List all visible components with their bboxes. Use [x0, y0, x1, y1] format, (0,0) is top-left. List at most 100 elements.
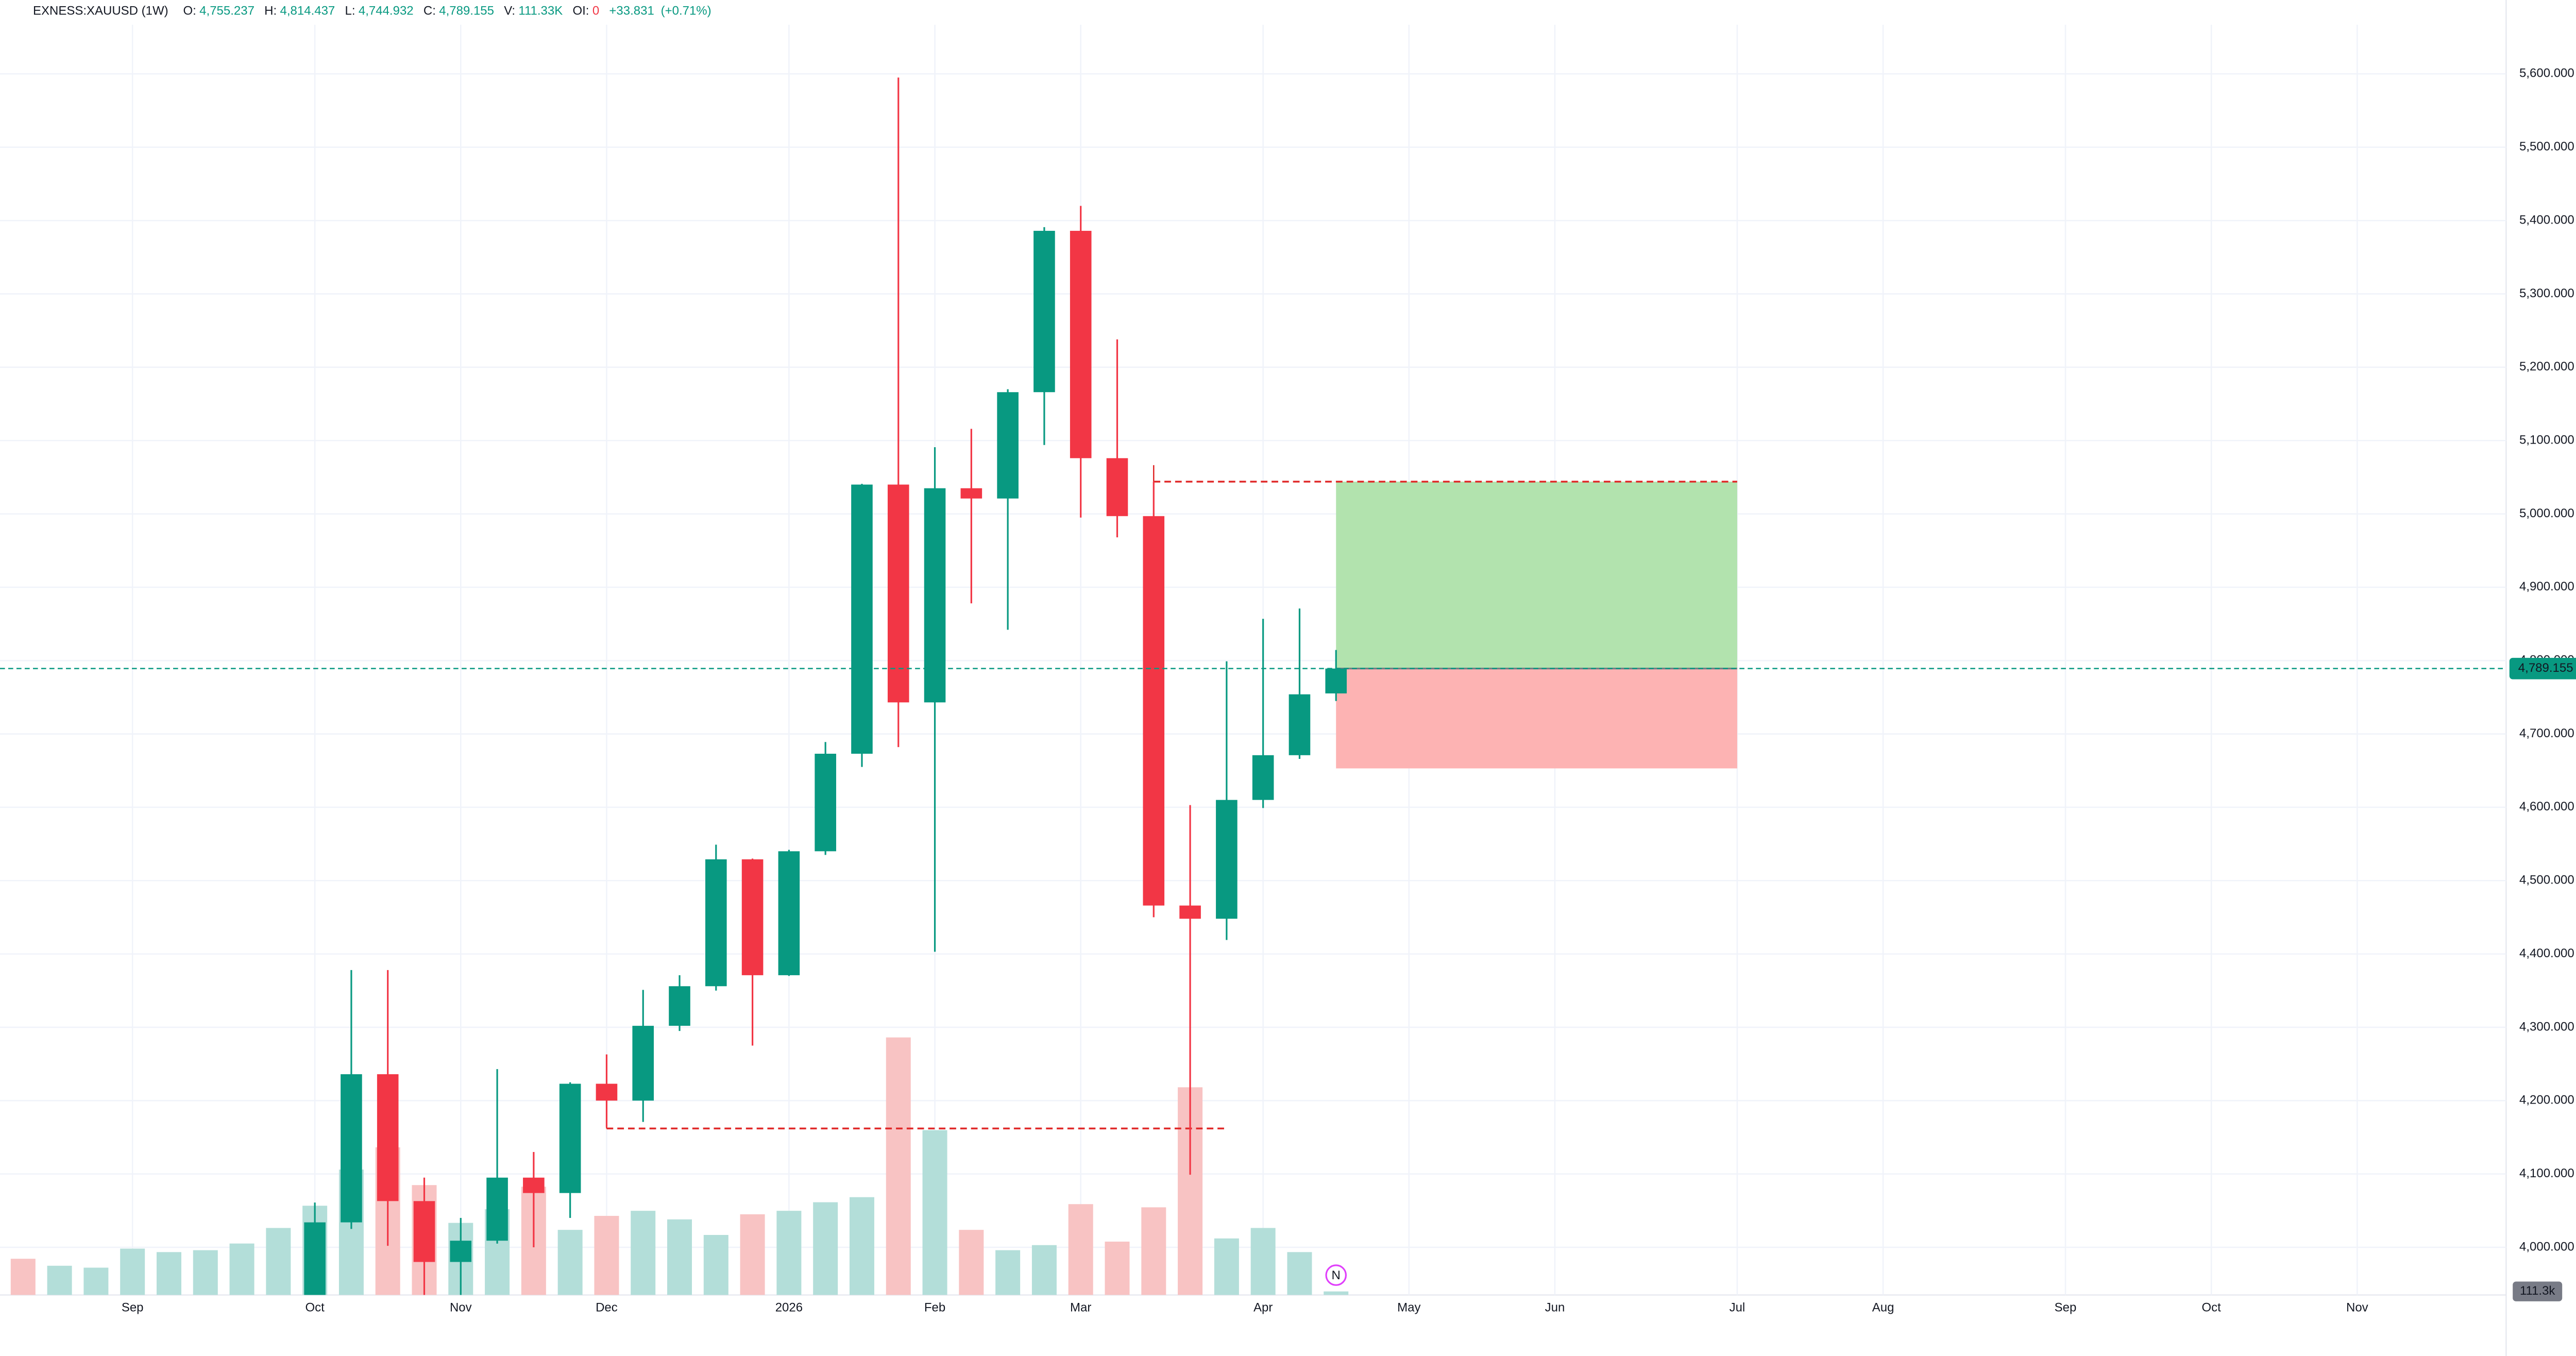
- volume-bar: [1324, 1291, 1349, 1295]
- volume-bar: [156, 1252, 181, 1295]
- x-tick-label: Dec: [596, 1300, 618, 1314]
- x-tick-label: Mar: [1070, 1300, 1091, 1314]
- x-tick-label: Apr: [1253, 1300, 1273, 1314]
- candle-body: [1143, 516, 1165, 906]
- y-tick-label: 4,700.000: [2519, 726, 2574, 740]
- volume-bar: [10, 1259, 36, 1295]
- candle-body: [559, 1083, 581, 1193]
- volume-bar: [557, 1230, 583, 1295]
- candle-body: [669, 986, 690, 1026]
- legend: EXNESS:XAUUSD (1W) O: 4,755.237 H: 4,814.437…: [33, 4, 711, 18]
- y-tick-label: 4,600.000: [2519, 800, 2574, 813]
- candle-body: [1289, 694, 1311, 755]
- candle-body: [450, 1241, 472, 1262]
- x-tick-label: Nov: [2346, 1300, 2368, 1314]
- symbol: EXNESS:XAUUSD (1W): [33, 4, 168, 18]
- x-tick-label: Oct: [2202, 1300, 2222, 1314]
- y-tick-label: 5,200.000: [2519, 360, 2574, 374]
- x-tick-label: Nov: [450, 1300, 472, 1314]
- y-tick-label: 4,000.000: [2519, 1240, 2574, 1253]
- legend-change: +33.831: [609, 4, 654, 18]
- candle-body: [1033, 231, 1055, 393]
- volume-bar: [959, 1230, 984, 1295]
- candle-body: [596, 1083, 618, 1101]
- volume-bar: [849, 1197, 874, 1295]
- candle-body: [1106, 458, 1128, 516]
- volume-bar: [193, 1250, 218, 1295]
- y-tick-label: 5,300.000: [2519, 286, 2574, 300]
- legend-label: H:: [264, 4, 277, 18]
- legend-value: 4,789.155: [439, 4, 494, 18]
- volume-bar: [83, 1267, 109, 1295]
- y-tick-label: 5,100.000: [2519, 433, 2574, 447]
- candle-body: [1216, 800, 1238, 919]
- candle-body: [1070, 231, 1092, 459]
- legend-label: V:: [504, 4, 515, 18]
- legend-value: 4,814.437: [280, 4, 335, 18]
- candle-body: [523, 1177, 545, 1193]
- volume-bar: [1287, 1252, 1312, 1295]
- volume-bar: [1068, 1204, 1093, 1295]
- x-tick-label: May: [1397, 1300, 1420, 1314]
- x-tick-label: Jul: [1730, 1300, 1745, 1314]
- legend-value: 111.33K: [518, 4, 563, 18]
- candle-body: [887, 484, 909, 703]
- volume-bar: [1250, 1228, 1276, 1295]
- plot-area: [10, 77, 1737, 1295]
- volume-label-box: [2513, 1281, 2563, 1301]
- volume-bar: [47, 1265, 72, 1295]
- candle-body: [1252, 755, 1274, 800]
- y-tick-label: 4,200.000: [2519, 1093, 2574, 1107]
- legend-value: 4,755.237: [199, 4, 255, 18]
- y-tick-label: 4,100.000: [2519, 1166, 2574, 1180]
- volume-bar: [266, 1228, 291, 1295]
- x-tick-label: Sep: [122, 1300, 144, 1314]
- news-marker-label: N: [1332, 1268, 1341, 1282]
- volume-bar: [1105, 1241, 1130, 1295]
- candle-body: [815, 753, 836, 852]
- y-tick-label: 4,500.000: [2519, 873, 2574, 887]
- candle-body: [851, 484, 873, 754]
- y-tick-label: 5,500.000: [2519, 140, 2574, 154]
- x-tick-label: Sep: [2055, 1300, 2077, 1314]
- legend-label: OI:: [572, 4, 589, 18]
- candle-body: [778, 851, 800, 975]
- candle-body: [341, 1074, 362, 1223]
- candle-body: [924, 488, 946, 703]
- x-tick-label: 2026: [775, 1300, 803, 1314]
- volume-bar: [667, 1219, 692, 1295]
- candle-body: [486, 1177, 508, 1241]
- legend-label: L:: [345, 4, 355, 18]
- x-tick-label: Aug: [1872, 1300, 1894, 1314]
- x-tick-label: Feb: [924, 1300, 945, 1314]
- news-marker: [1325, 1264, 1347, 1286]
- volume-label: 111.3k: [2520, 1284, 2555, 1298]
- volume-bar: [594, 1216, 619, 1295]
- legend-value: 4,744.932: [359, 4, 414, 18]
- candle-body: [1325, 668, 1347, 693]
- candle-body: [632, 1026, 654, 1101]
- target-zone: [1336, 481, 1737, 669]
- y-tick-label: 4,900.000: [2519, 580, 2574, 594]
- volume-bar: [631, 1211, 656, 1295]
- stop-zone: [1336, 668, 1737, 769]
- x-tick-label: Jun: [1545, 1300, 1565, 1314]
- legend-value: 0: [592, 4, 599, 18]
- candle-body: [413, 1201, 435, 1262]
- candle-body: [705, 859, 727, 987]
- candle-body: [304, 1222, 326, 1295]
- volume-bar: [1141, 1207, 1166, 1295]
- volume-bar: [886, 1037, 911, 1295]
- volume-bar: [1214, 1238, 1239, 1295]
- last-price-label: 4,789.155: [2518, 661, 2573, 675]
- legend-label: O:: [183, 4, 196, 18]
- volume-bar: [740, 1214, 765, 1295]
- x-tick-label: Oct: [305, 1300, 325, 1314]
- y-tick-label: 5,600.000: [2519, 66, 2574, 80]
- y-tick-label: 4,400.000: [2519, 946, 2574, 960]
- volume-bar: [922, 1130, 947, 1295]
- volume-bar: [813, 1202, 838, 1295]
